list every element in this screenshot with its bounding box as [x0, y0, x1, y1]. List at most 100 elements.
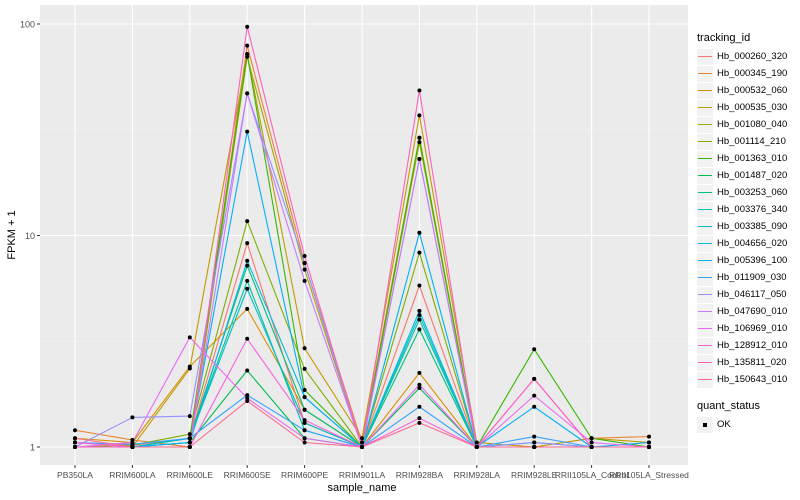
- legend-label: Hb_106969_010: [717, 323, 788, 334]
- data-point: [417, 230, 422, 235]
- data-point: [302, 261, 307, 266]
- data-point: [417, 140, 422, 145]
- x-tick-label: RRIM600LE: [167, 470, 214, 480]
- data-point: [647, 434, 651, 439]
- legend-item: Hb_046117_050: [697, 286, 797, 303]
- data-point: [417, 283, 422, 288]
- line-key-icon: [697, 65, 713, 82]
- legend-label: Hb_047690_010: [717, 306, 788, 317]
- data-point: [532, 393, 537, 398]
- data-point: [417, 88, 422, 93]
- data-point: [474, 440, 479, 445]
- data-point: [532, 445, 537, 449]
- data-point: [647, 440, 651, 445]
- line-key-icon: [697, 201, 713, 218]
- data-point: [417, 313, 422, 318]
- data-point: [417, 370, 422, 375]
- data-point: [130, 445, 135, 449]
- y-tick-label: 1: [30, 443, 35, 453]
- data-point: [417, 420, 422, 425]
- data-point: [360, 436, 364, 441]
- data-point: [302, 418, 307, 423]
- data-point: [187, 440, 192, 445]
- legend-label: Hb_000532_060: [717, 85, 788, 96]
- data-point: [302, 346, 307, 351]
- legend-label: Hb_046117_050: [717, 289, 787, 300]
- legend-label: Hb_001363_010: [717, 153, 788, 164]
- line-key-icon: [697, 269, 713, 286]
- data-point: [589, 440, 594, 445]
- data-point: [589, 436, 594, 441]
- legend-title-quant-status: quant_status: [697, 400, 760, 412]
- x-tick-label: RRIM928LA: [454, 470, 501, 480]
- line-key-icon: [697, 167, 713, 184]
- data-point: [245, 396, 250, 401]
- data-point: [245, 278, 250, 283]
- line-key-icon: [697, 337, 713, 354]
- legend-label: Hb_001487_020: [717, 170, 788, 181]
- legend-label: Hb_003253_060: [717, 187, 788, 198]
- data-point: [245, 258, 250, 263]
- data-point: [245, 129, 250, 134]
- x-tick-label: RRIM600PE: [281, 470, 329, 480]
- legend-label: Hb_003376_340: [717, 204, 788, 215]
- y-tick-label: 100: [20, 20, 35, 30]
- legend: tracking_id Hb_000260_320 Hb_000345_190 Hb…: [697, 32, 797, 433]
- data-point: [245, 399, 250, 404]
- data-point: [130, 440, 135, 445]
- legend-item: Hb_000532_060: [697, 82, 797, 99]
- data-point: [130, 415, 135, 420]
- data-point: [245, 219, 250, 224]
- data-point: [417, 416, 422, 421]
- data-point: [647, 445, 651, 449]
- legend-label: Hb_001080_040: [717, 119, 788, 130]
- data-point: [360, 445, 364, 449]
- line-key-icon: [697, 48, 713, 65]
- data-point: [302, 387, 307, 392]
- data-point: [245, 43, 250, 48]
- point-key-icon: [697, 416, 713, 433]
- x-tick-label: RRIM901LA: [339, 470, 386, 480]
- data-point: [589, 445, 594, 449]
- data-point: [417, 113, 422, 118]
- legend-label: Hb_150643_010: [717, 374, 788, 385]
- data-point: [417, 250, 422, 255]
- legend-label: Hb_000345_190: [717, 68, 788, 79]
- data-point: [532, 434, 537, 439]
- x-tick-label: RRIM928BA: [396, 470, 444, 480]
- line-key-icon: [697, 235, 713, 252]
- data-point: [302, 267, 307, 272]
- legend-item: Hb_001363_010: [697, 150, 797, 167]
- data-point: [417, 135, 422, 140]
- data-point: [73, 428, 77, 433]
- y-axis-label: FPKM + 1: [6, 210, 18, 259]
- plot-svg: 1 10 100 PB350LA RRIM600LA RRIM600LE RRIM600S…: [6, 5, 689, 494]
- data-point: [245, 91, 250, 96]
- legend-item: Hb_011909_030: [697, 269, 797, 286]
- legend-item: Hb_001114_210: [697, 133, 797, 150]
- x-tick-label: RRII105LA_Stressed: [609, 470, 689, 480]
- data-point: [302, 253, 307, 258]
- data-point: [302, 440, 307, 445]
- legend-label: Hb_004656_020: [717, 238, 788, 249]
- data-point: [417, 156, 422, 161]
- x-tick-label: RRIM600LA: [109, 470, 156, 480]
- data-point: [245, 368, 250, 373]
- data-point: [245, 306, 250, 311]
- x-tick-label: PB350LA: [57, 470, 93, 480]
- data-point: [302, 420, 307, 425]
- data-point: [187, 414, 192, 419]
- data-point: [245, 286, 250, 291]
- legend-label: Hb_011909_030: [717, 272, 787, 283]
- legend-item: Hb_128912_010: [697, 337, 797, 354]
- line-key-icon: [697, 320, 713, 337]
- legend-item: Hb_000260_320: [697, 48, 797, 65]
- data-point: [187, 366, 192, 371]
- legend-item: Hb_001487_020: [697, 167, 797, 184]
- data-point: [302, 366, 307, 371]
- line-key-icon: [697, 371, 713, 388]
- line-key-icon: [697, 354, 713, 371]
- data-point: [417, 317, 422, 322]
- data-point: [245, 52, 250, 57]
